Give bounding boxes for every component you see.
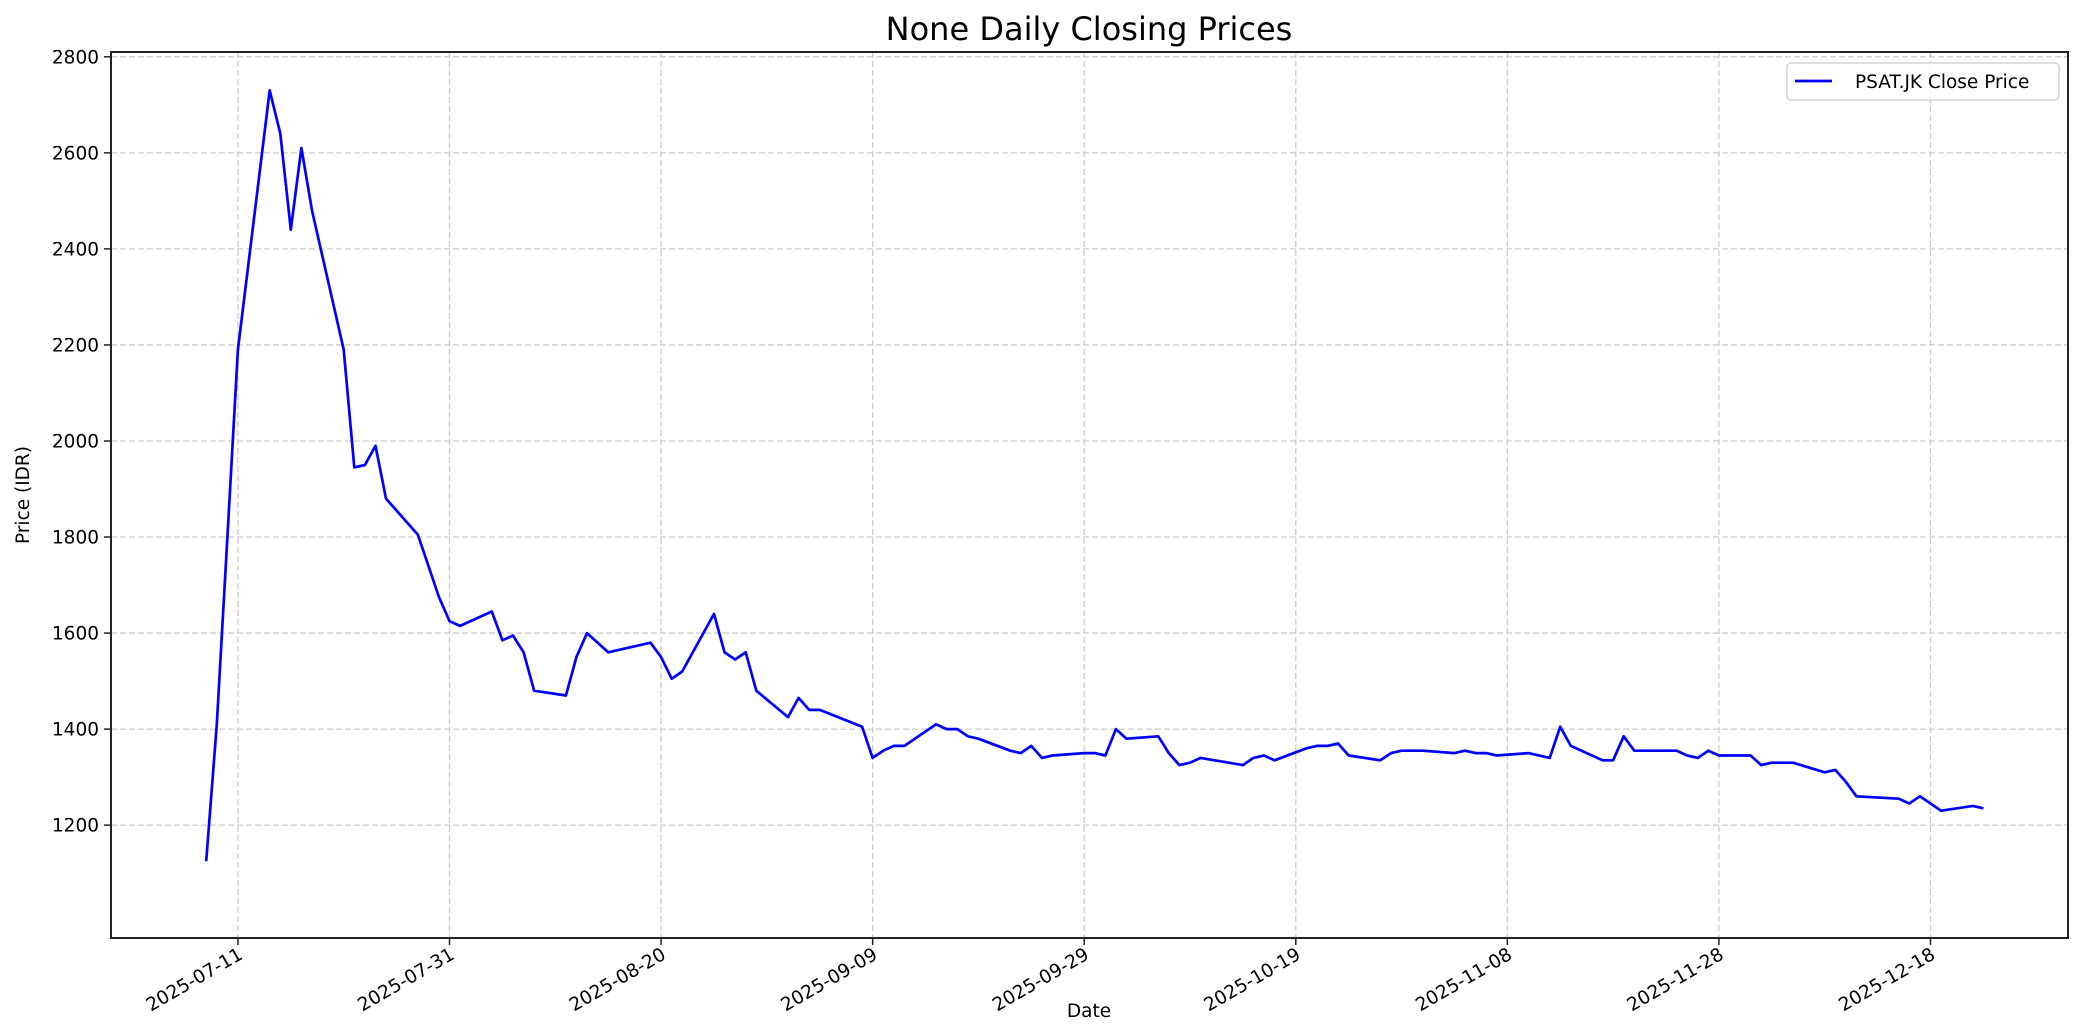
y-axis-title: Price (IDR) — [13, 446, 34, 544]
y-tick-label: 1200 — [52, 816, 99, 837]
y-tick-label: 2800 — [52, 47, 99, 68]
y-tick-label: 2600 — [52, 143, 99, 164]
legend-box — [1786, 62, 2060, 101]
y-axis: 1200 1400 1600 1800 2000 2200 2400 2600 2800 — [52, 47, 111, 837]
y-tick-label: 1600 — [52, 624, 99, 645]
y-tick-label: 1400 — [52, 720, 99, 741]
y-tick-label: 1800 — [52, 528, 99, 549]
legend: PSAT.JK Close Price — [1786, 62, 2060, 101]
chart-title: None Daily Closing Prices — [886, 10, 1293, 48]
grid-lines — [111, 52, 2068, 938]
plot-area-frame — [110, 51, 2069, 939]
series-lines — [204, 89, 1984, 862]
y-tick-label: 2200 — [52, 335, 99, 356]
legend-label: PSAT.JK Close Price — [1855, 72, 2029, 93]
y-tick-label: 2000 — [52, 431, 99, 452]
y-tick-label: 2400 — [52, 239, 99, 260]
price-line — [204, 89, 1984, 862]
x-axis-title: Date — [1067, 1001, 1111, 1022]
